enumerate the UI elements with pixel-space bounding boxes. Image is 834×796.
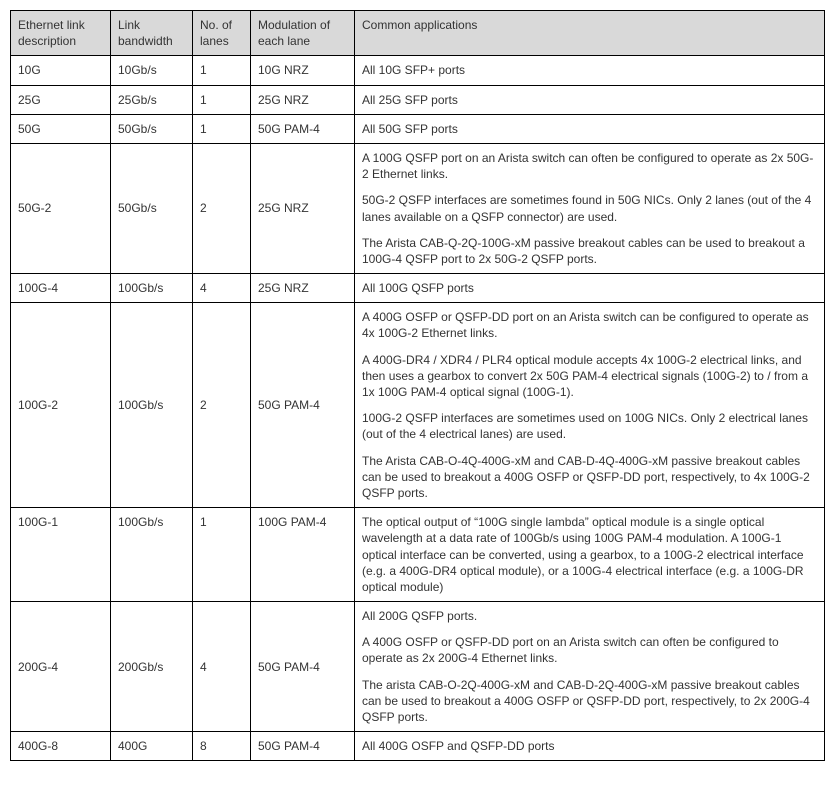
cell-common-applications: All 50G SFP ports <box>355 114 825 143</box>
cell-link-description: 100G-4 <box>11 274 111 303</box>
cell-common-applications: The optical output of “100G single lambd… <box>355 508 825 602</box>
table-row: 100G-1100Gb/s1100G PAM-4The optical outp… <box>11 508 825 602</box>
application-paragraph: The arista CAB-O-2Q-400G-xM and CAB-D-2Q… <box>362 677 817 726</box>
cell-link-description: 50G <box>11 114 111 143</box>
cell-no-of-lanes: 2 <box>193 303 251 508</box>
application-paragraph: All 400G OSFP and QSFP-DD ports <box>362 738 817 754</box>
cell-link-description: 100G-2 <box>11 303 111 508</box>
cell-modulation: 50G PAM-4 <box>251 114 355 143</box>
ethernet-link-table: Ethernet link description Link bandwidth… <box>10 10 825 761</box>
application-paragraph: A 400G OSFP or QSFP-DD port on an Arista… <box>362 634 817 666</box>
application-paragraph: A 400G-DR4 / XDR4 / PLR4 optical module … <box>362 352 817 401</box>
cell-link-bandwidth: 50Gb/s <box>111 114 193 143</box>
cell-modulation: 10G NRZ <box>251 56 355 85</box>
cell-link-bandwidth: 200Gb/s <box>111 602 193 732</box>
table-row: 10G10Gb/s110G NRZ All 10G SFP+ ports <box>11 56 825 85</box>
application-paragraph: All 100G QSFP ports <box>362 280 817 296</box>
application-paragraph: The optical output of “100G single lambd… <box>362 514 817 595</box>
application-paragraph: The Arista CAB-Q-2Q-100G-xM passive brea… <box>362 235 817 267</box>
cell-modulation: 25G NRZ <box>251 85 355 114</box>
application-paragraph: All 50G SFP ports <box>362 121 817 137</box>
table-row: 200G-4200Gb/s450G PAM-4All 200G QSFP por… <box>11 602 825 732</box>
col-header-common-applications: Common applications <box>355 11 825 56</box>
cell-modulation: 50G PAM-4 <box>251 732 355 761</box>
table-header: Ethernet link description Link bandwidth… <box>11 11 825 56</box>
cell-modulation: 50G PAM-4 <box>251 602 355 732</box>
cell-common-applications: All 400G OSFP and QSFP-DD ports <box>355 732 825 761</box>
cell-link-bandwidth: 100Gb/s <box>111 508 193 602</box>
cell-no-of-lanes: 1 <box>193 114 251 143</box>
cell-no-of-lanes: 1 <box>193 85 251 114</box>
cell-no-of-lanes: 4 <box>193 274 251 303</box>
col-header-link-bandwidth: Link bandwidth <box>111 11 193 56</box>
cell-common-applications: All 25G SFP ports <box>355 85 825 114</box>
cell-link-description: 50G-2 <box>11 143 111 273</box>
application-paragraph: The Arista CAB-O-4Q-400G-xM and CAB-D-4Q… <box>362 453 817 502</box>
cell-link-bandwidth: 400G <box>111 732 193 761</box>
application-paragraph: All 200G QSFP ports. <box>362 608 817 624</box>
application-paragraph: All 25G SFP ports <box>362 92 817 108</box>
cell-link-description: 100G-1 <box>11 508 111 602</box>
cell-no-of-lanes: 4 <box>193 602 251 732</box>
cell-link-description: 200G-4 <box>11 602 111 732</box>
col-header-link-description: Ethernet link description <box>11 11 111 56</box>
table-row: 50G-250Gb/s225G NRZA 100G QSFP port on a… <box>11 143 825 273</box>
cell-link-bandwidth: 10Gb/s <box>111 56 193 85</box>
cell-link-bandwidth: 100Gb/s <box>111 303 193 508</box>
table-row: 400G-8400G850G PAM-4 All 400G OSFP and QS… <box>11 732 825 761</box>
table-row: 100G-2100Gb/s250G PAM-4A 400G OSFP or QS… <box>11 303 825 508</box>
cell-modulation: 25G NRZ <box>251 143 355 273</box>
cell-common-applications: All 100G QSFP ports <box>355 274 825 303</box>
cell-link-bandwidth: 100Gb/s <box>111 274 193 303</box>
cell-link-bandwidth: 50Gb/s <box>111 143 193 273</box>
cell-modulation: 25G NRZ <box>251 274 355 303</box>
application-paragraph: A 100G QSFP port on an Arista switch can… <box>362 150 817 182</box>
cell-no-of-lanes: 8 <box>193 732 251 761</box>
application-paragraph: A 400G OSFP or QSFP-DD port on an Arista… <box>362 309 817 341</box>
table-row: 25G25Gb/s125G NRZ All 25G SFP ports <box>11 85 825 114</box>
cell-no-of-lanes: 1 <box>193 508 251 602</box>
table-row: 100G-4100Gb/s425G NRZ All 100G QSFP ports <box>11 274 825 303</box>
cell-modulation: 50G PAM-4 <box>251 303 355 508</box>
cell-common-applications: A 400G OSFP or QSFP-DD port on an Arista… <box>355 303 825 508</box>
cell-no-of-lanes: 2 <box>193 143 251 273</box>
cell-link-description: 25G <box>11 85 111 114</box>
cell-link-bandwidth: 25Gb/s <box>111 85 193 114</box>
application-paragraph: All 10G SFP+ ports <box>362 62 817 78</box>
cell-common-applications: A 100G QSFP port on an Arista switch can… <box>355 143 825 273</box>
table-body: 10G10Gb/s110G NRZAll 10G SFP+ ports25G25… <box>11 56 825 761</box>
cell-common-applications: All 10G SFP+ ports <box>355 56 825 85</box>
application-paragraph: 50G-2 QSFP interfaces are sometimes foun… <box>362 192 817 224</box>
cell-no-of-lanes: 1 <box>193 56 251 85</box>
table-row: 50G50Gb/s150G PAM-4 All 50G SFP ports <box>11 114 825 143</box>
cell-link-description: 10G <box>11 56 111 85</box>
application-paragraph: 100G-2 QSFP interfaces are sometimes use… <box>362 410 817 442</box>
cell-common-applications: All 200G QSFP ports. A 400G OSFP or QSFP-… <box>355 602 825 732</box>
col-header-no-of-lanes: No. of lanes <box>193 11 251 56</box>
cell-modulation: 100G PAM-4 <box>251 508 355 602</box>
col-header-modulation: Modulation of each lane <box>251 11 355 56</box>
cell-link-description: 400G-8 <box>11 732 111 761</box>
